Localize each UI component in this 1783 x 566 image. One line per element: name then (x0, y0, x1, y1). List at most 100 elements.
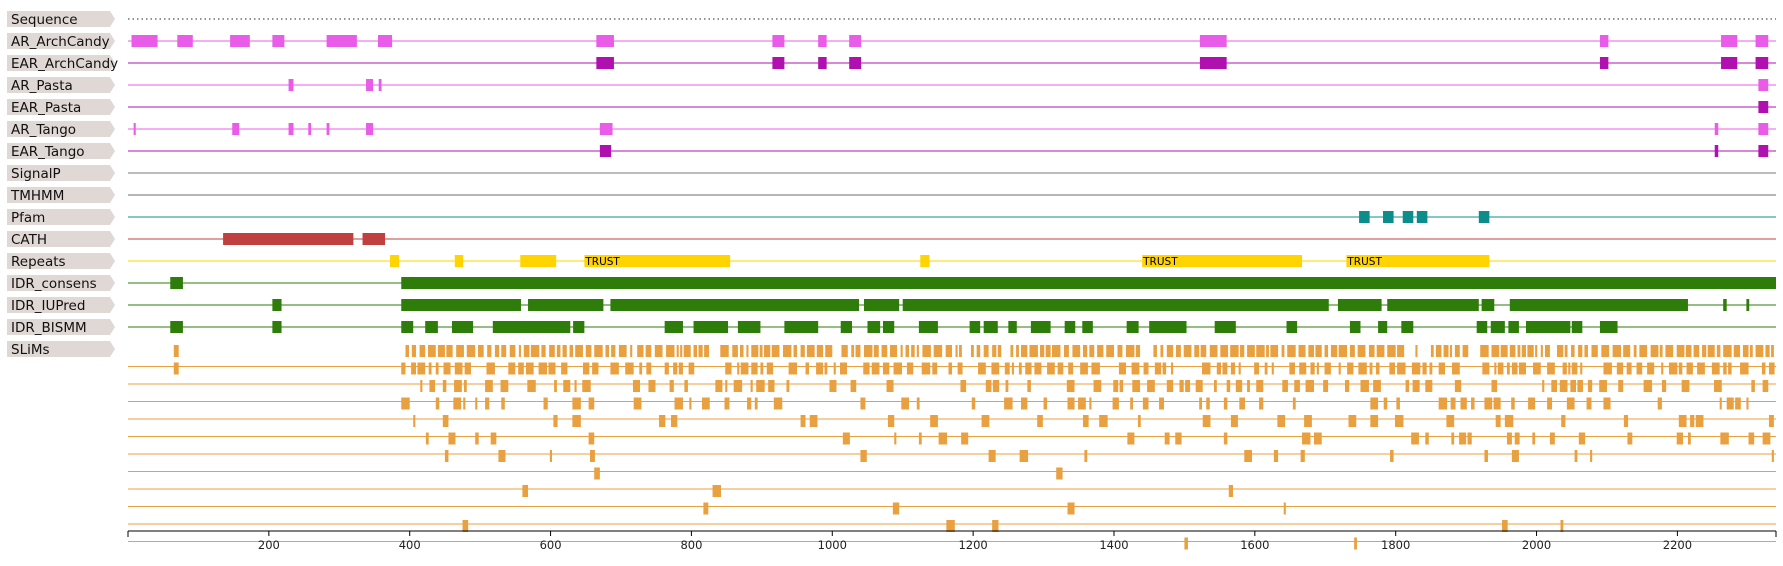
slim-motif-1-104 (1636, 362, 1643, 375)
slim-motif-3-6 (501, 397, 505, 410)
feature-ear-archcandy-2 (818, 57, 827, 69)
slim-motif-0-140 (1591, 345, 1598, 357)
slim-motif-0-36 (698, 345, 703, 357)
slim-motif-0-106 (1298, 345, 1306, 357)
slim-motif-10-4 (1560, 520, 1564, 532)
slim-motif-0-126 (1491, 345, 1500, 357)
slim-motif-0-31 (666, 345, 675, 357)
feature-ar-tango-6 (599, 123, 613, 135)
slim-motif-6-16 (1771, 450, 1774, 462)
slim-motif-0-101 (1256, 345, 1265, 357)
slim-motif-11-0 (1184, 537, 1188, 550)
label-ar-pasta: AR_Pasta (11, 78, 73, 94)
feature-pfam-3 (1416, 211, 1428, 223)
slim-motif-0-115 (1376, 345, 1385, 357)
feature-idr-bismm-0 (170, 321, 183, 333)
slim-motif-0-102 (1266, 345, 1269, 357)
slim-motif-5-0 (425, 432, 429, 445)
slim-motif-0-64 (933, 345, 943, 357)
slim-motif-3-33 (1206, 397, 1210, 410)
feature-idr-iupred-10 (1723, 299, 1727, 311)
slim-motif-0-100 (1247, 345, 1255, 357)
slim-motif-5-21 (1506, 432, 1512, 445)
slim-motif-0-88 (1135, 345, 1141, 357)
feature-pfam-0 (1359, 211, 1370, 223)
slim-motif-10-3 (1502, 520, 1508, 532)
slim-motif-5-28 (1687, 432, 1691, 445)
slim-motif-0-25 (611, 345, 616, 357)
label-idr-consens: IDR_consens (11, 276, 97, 292)
slim-motif-3-18 (860, 397, 866, 410)
slim-motif-0-120 (1435, 345, 1442, 357)
slim-motif-1-10 (518, 362, 524, 375)
feature-repeats-5 (1142, 255, 1303, 267)
slim-motif-0-96 (1209, 345, 1218, 357)
label-tag-ar-archcandy (7, 33, 115, 49)
slim-motif-0-59 (900, 345, 903, 357)
feature-idr-iupred-1 (401, 299, 521, 311)
slim-motif-3-29 (1130, 397, 1133, 410)
feature-ear-archcandy-7 (1755, 57, 1769, 69)
feature-ear-pasta-0 (1758, 101, 1769, 113)
slim-motif-0-49 (806, 345, 815, 357)
slim-motif-0-90 (1160, 345, 1164, 357)
label-ear-pasta: EAR_Pasta (11, 100, 81, 116)
slim-motif-0-48 (800, 345, 805, 357)
slim-motif-0-159 (1755, 345, 1764, 357)
slim-motif-10-1 (946, 520, 955, 532)
slim-motif-0-154 (1716, 345, 1721, 357)
slim-motif-4-9 (930, 415, 938, 427)
label-slims: SLiMs (11, 342, 50, 358)
slim-motif-6-11 (1390, 450, 1394, 462)
slim-motif-5-11 (1164, 432, 1170, 445)
slim-motif-1-56 (1080, 362, 1088, 375)
feature-ar-archcandy-9 (849, 35, 862, 47)
feature-ar-archcandy-0 (131, 35, 158, 47)
slim-motif-0-127 (1500, 345, 1508, 357)
trust-annotation-0: TRUST (584, 256, 620, 268)
feature-idr-bismm-17 (1008, 321, 1017, 333)
label-tag-ear-archcandy (7, 55, 115, 71)
slim-motif-3-12 (689, 397, 692, 410)
slim-motif-1-25 (725, 362, 732, 375)
slim-motif-3-52 (1603, 397, 1611, 410)
slim-motif-6-15 (1590, 450, 1593, 462)
slim-motif-3-50 (1566, 397, 1575, 410)
slim-motif-5-6 (894, 432, 897, 445)
slim-motif-0-74 (1016, 345, 1019, 357)
feature-idr-bismm-23 (1214, 321, 1236, 333)
slim-motif-1-65 (1216, 362, 1222, 375)
slim-motif-2-61 (1570, 380, 1576, 392)
slim-motif-6-1 (498, 450, 506, 462)
slim-motif-3-5 (485, 397, 490, 410)
slim-motif-0-160 (1765, 345, 1770, 357)
feature-idr-bismm-22 (1149, 321, 1187, 333)
feature-idr-bismm-31 (1525, 321, 1571, 333)
slim-motif-1-32 (805, 362, 810, 375)
slim-motif-1-42 (921, 362, 931, 375)
slim-motif-0-38 (720, 345, 729, 357)
slim-motif-1-45 (957, 362, 963, 375)
slim-motif-1-69 (1254, 362, 1260, 375)
slim-motif-2-48 (1305, 380, 1314, 392)
label-tag-repeats (7, 253, 115, 269)
slim-motif-2-32 (1093, 380, 1102, 392)
slim-motif-1-96 (1547, 362, 1555, 375)
slim-motif-2-2 (442, 380, 447, 392)
slim-motif-3-36 (1259, 397, 1264, 410)
slim-motif-1-40 (893, 362, 902, 375)
slim-motif-0-10 (494, 345, 500, 357)
slim-motif-1-39 (882, 362, 890, 375)
slim-motif-3-35 (1239, 397, 1245, 410)
slim-motif-1-102 (1616, 362, 1624, 375)
slim-motif-5-27 (1676, 432, 1684, 445)
slim-motif-0-156 (1733, 345, 1741, 357)
slim-motif-0-8 (478, 345, 484, 357)
slim-motif-0-5 (446, 345, 453, 357)
label-tag-ear-pasta (7, 99, 115, 115)
slim-motif-0-111 (1338, 345, 1348, 357)
slim-motif-3-0 (401, 397, 410, 410)
slim-motif-0-75 (1021, 345, 1028, 357)
slim-motif-0-37 (704, 345, 710, 357)
slim-motif-0-161 (1771, 345, 1774, 357)
